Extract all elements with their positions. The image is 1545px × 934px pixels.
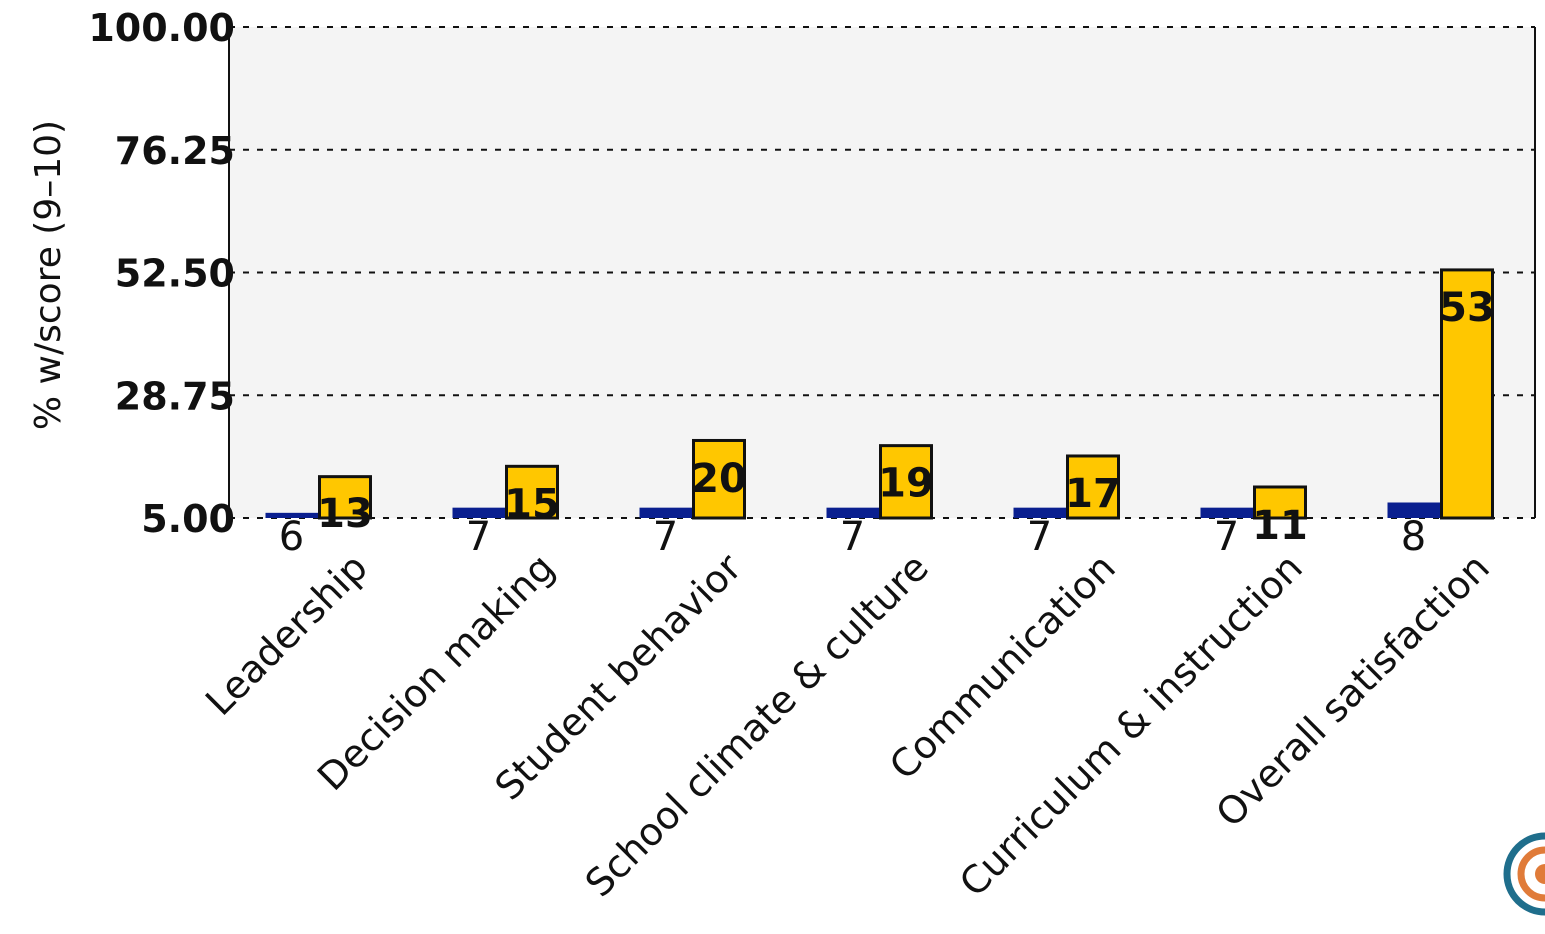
- y-tick-label: 28.75: [115, 374, 235, 418]
- y-tick-label: 5.00: [141, 497, 235, 541]
- value-label-series-2: 15: [504, 481, 560, 527]
- value-label-series-1: 7: [840, 514, 865, 560]
- bar-series-1: [826, 507, 881, 518]
- value-label-series-2: 53: [1439, 285, 1495, 331]
- bar-series-1: [1013, 507, 1068, 518]
- bar-series-1: [265, 512, 320, 518]
- value-label-series-1: 7: [653, 514, 678, 560]
- value-label-series-2: 19: [878, 461, 934, 507]
- bar-series-1: [1387, 502, 1442, 518]
- bar-series-2: [318, 475, 372, 520]
- logo-icon: [1503, 832, 1545, 916]
- bar-series-2: [1066, 454, 1120, 520]
- bar-series-2: [692, 438, 746, 520]
- value-label-series-2: 17: [1065, 471, 1121, 517]
- value-label-series-2: 13: [317, 491, 373, 537]
- y-tick-labels: 100.00 76.25 52.50 28.75 5.00: [88, 6, 235, 541]
- y-tick-label: 52.50: [115, 252, 235, 296]
- value-label-series-2: 20: [691, 456, 747, 502]
- bar-series-1: [452, 507, 507, 518]
- value-labels: 6 13 7 15 7 20 7 19 7 17 7 11 8 53: [279, 285, 1495, 560]
- bars: [265, 268, 1494, 520]
- category-label: School climate & culture: [577, 545, 937, 905]
- y-tick-label: 100.00: [88, 6, 235, 50]
- category-label: Curriculum & instruction: [951, 545, 1311, 905]
- value-label-series-1: 8: [1401, 514, 1426, 560]
- value-label-series-1: 7: [466, 514, 491, 560]
- category-label: Leadership: [197, 545, 376, 724]
- value-label-series-1: 7: [1027, 514, 1052, 560]
- bar-series-2: [1253, 485, 1307, 520]
- plot-area: [229, 27, 1535, 518]
- bar-series-2: [505, 464, 559, 520]
- value-label-series-2: 11: [1252, 503, 1308, 549]
- y-tick-label: 76.25: [115, 129, 235, 173]
- y-axis-label: % w/score (9–10): [28, 120, 69, 430]
- value-label-series-1: 7: [1214, 514, 1239, 560]
- bar-series-2: [879, 444, 933, 520]
- bar-series-1: [1200, 507, 1255, 518]
- bar-series-2: [1440, 268, 1494, 520]
- value-label-series-1: 6: [279, 514, 304, 560]
- bar-series-1: [639, 507, 694, 518]
